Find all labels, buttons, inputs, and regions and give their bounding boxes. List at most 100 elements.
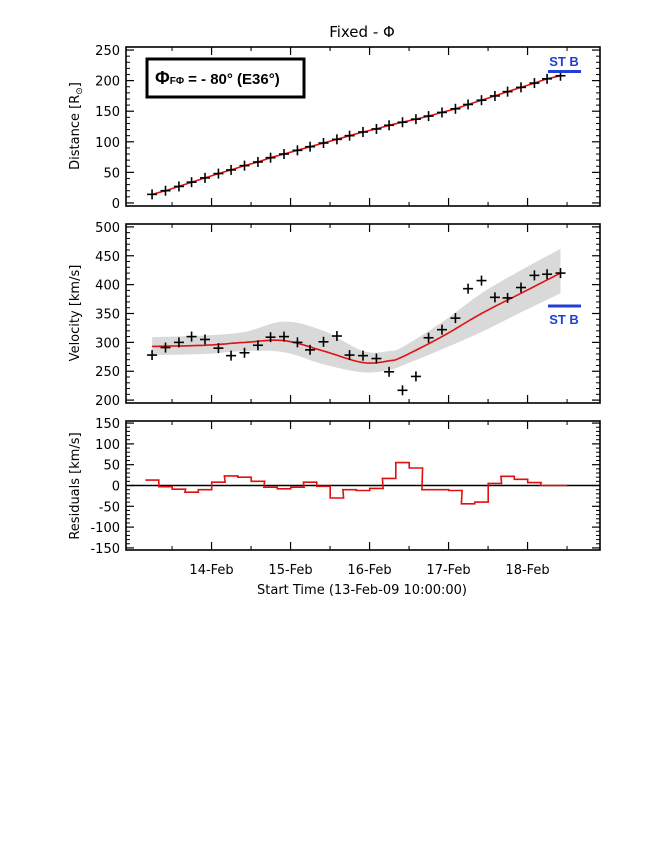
distance-point <box>410 114 421 125</box>
velocity-point <box>542 269 553 280</box>
distance-ytick-label: 50 <box>103 166 120 181</box>
distance-ticks: 0 50 100 150 200 250 <box>95 44 600 212</box>
velocity-point <box>476 275 487 286</box>
x-tick-label: 15-Feb <box>268 563 312 578</box>
x-tick-labels: 14-Feb 15-Feb 16-Feb 17-Feb 18-Feb <box>189 563 549 578</box>
distance-point <box>279 149 289 160</box>
distance-markers <box>147 70 566 200</box>
distance-point <box>160 185 171 196</box>
velocity-point <box>423 332 434 343</box>
residuals-ytick-label: -150 <box>90 542 120 557</box>
distance-point <box>252 156 263 167</box>
velocity-uncertainty-band <box>152 248 561 373</box>
distance-point <box>331 134 342 145</box>
phi-value: = - 80° (E36°) <box>188 71 280 88</box>
distance-point <box>186 177 197 188</box>
distance-panel: 0 50 100 150 200 250 ΦFΦ = - 80° (E36°) ST B D… <box>68 44 601 212</box>
velocity-point <box>226 350 237 361</box>
velocity-ytick-label: 500 <box>95 221 120 236</box>
velocity-point <box>397 385 408 396</box>
velocity-point <box>358 350 368 361</box>
velocity-point <box>160 342 171 353</box>
distance-point <box>344 130 355 141</box>
distance-point <box>200 172 210 183</box>
velocity-point <box>371 353 382 364</box>
distance-point <box>265 152 276 163</box>
velocity-ticks: 200 250 300 350 400 450 500 <box>95 221 600 409</box>
phi-symbol: Φ <box>155 68 170 88</box>
distance-point <box>516 82 526 93</box>
velocity-panel: 200 250 300 350 400 450 500 ST B Velocity [km/… <box>68 221 601 409</box>
x-tick-label: 14-Feb <box>189 563 233 578</box>
distance-plot-frame <box>125 46 601 207</box>
distance-point <box>318 138 329 149</box>
distance-ytick-label: 250 <box>95 44 120 59</box>
distance-point <box>397 117 408 128</box>
distance-point <box>384 120 395 131</box>
velocity-plot-frame <box>125 223 601 404</box>
velocity-point <box>529 270 540 281</box>
distance-point <box>292 145 303 156</box>
velocity-point <box>331 331 342 342</box>
velocity-point <box>489 292 500 303</box>
velocity-point <box>410 371 421 382</box>
distance-point <box>529 78 540 89</box>
distance-point <box>371 123 382 134</box>
distance-point <box>542 73 553 84</box>
velocity-point <box>147 350 158 361</box>
velocity-ytick-label: 450 <box>95 250 120 265</box>
distance-point <box>489 90 500 101</box>
velocity-point <box>450 313 461 324</box>
residuals-ytick-label: -50 <box>99 500 120 515</box>
distance-ytick-label: 200 <box>95 75 120 90</box>
distance-point <box>226 164 237 175</box>
velocity-point <box>502 292 513 303</box>
velocity-point <box>239 347 250 358</box>
distance-point <box>463 99 474 110</box>
velocity-point <box>437 324 447 335</box>
velocity-point <box>186 331 197 342</box>
velocity-point <box>555 268 566 279</box>
velocity-point <box>265 332 276 343</box>
phi-annotation-box: ΦFΦ = - 80° (E36°) <box>145 57 306 99</box>
velocity-point <box>384 366 395 377</box>
stb-label-velocity: ST B <box>549 312 579 327</box>
distance-point <box>476 95 487 106</box>
residuals-panel: -150 -100 -50 0 50 100 150 Residuals [km/s] <box>68 417 601 557</box>
velocity-markers <box>147 268 566 396</box>
velocity-ylabel: Velocity [km/s] <box>68 265 83 362</box>
sun-symbol: ⊙ <box>75 87 85 95</box>
distance-point <box>213 168 224 179</box>
distance-point <box>358 127 368 138</box>
velocity-ytick-label: 350 <box>95 308 120 323</box>
velocity-point <box>252 340 263 351</box>
phi-box-frame <box>145 57 306 99</box>
velocity-ytick-label: 300 <box>95 336 120 351</box>
residuals-ytick-label: 50 <box>103 459 120 474</box>
residuals-ylabel: Residuals [km/s] <box>68 432 83 539</box>
x-tick-label: 17-Feb <box>426 563 470 578</box>
velocity-point <box>516 282 526 293</box>
distance-point <box>147 189 158 200</box>
chart-title: Fixed - Φ <box>329 23 395 41</box>
distance-point <box>423 111 434 122</box>
distance-ytick-label: 0 <box>112 197 120 212</box>
residuals-ticks: -150 -100 -50 0 50 100 150 <box>90 417 600 557</box>
distance-ylabel: Distance [R⊙] <box>68 82 85 170</box>
svg-text:ΦFΦ= - 80° (E36°): ΦFΦ = - 80° (E36°) <box>155 68 280 88</box>
velocity-point <box>318 336 329 347</box>
stb-marker-velocity: ST B <box>548 304 581 327</box>
velocity-point <box>305 344 316 355</box>
distance-point <box>239 160 250 171</box>
residuals-ytick-label: 0 <box>112 480 120 495</box>
velocity-ytick-label: 200 <box>95 394 120 409</box>
x-axis-label: Start Time (13-Feb-09 10:00:00) <box>257 583 467 598</box>
velocity-point <box>213 343 224 354</box>
distance-point <box>502 86 513 97</box>
velocity-point <box>344 350 355 361</box>
stb-label-distance: ST B <box>549 54 579 69</box>
distance-point <box>450 103 461 114</box>
residuals-ytick-label: -100 <box>90 521 120 536</box>
distance-point <box>437 107 447 118</box>
